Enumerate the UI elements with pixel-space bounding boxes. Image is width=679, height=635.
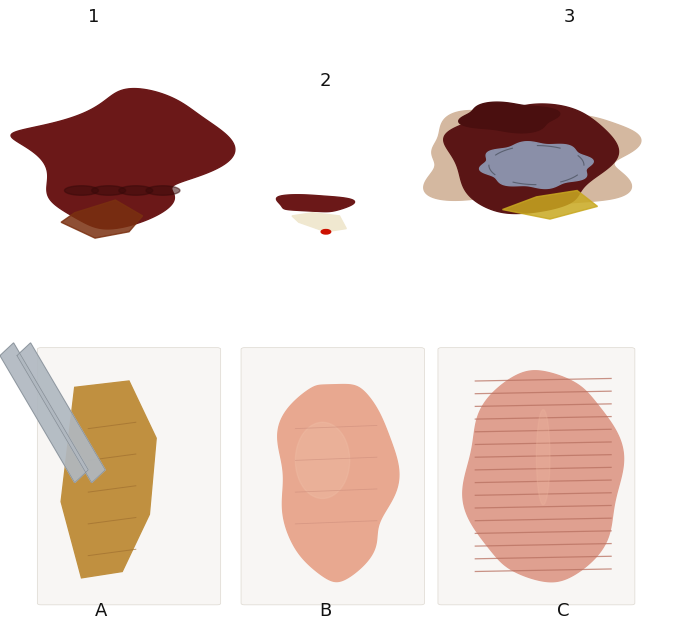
Polygon shape [295,422,350,498]
FancyBboxPatch shape [438,347,635,605]
Polygon shape [459,102,559,133]
Polygon shape [0,343,88,483]
Text: B: B [319,602,331,620]
Text: A: A [95,602,107,620]
Polygon shape [146,186,180,195]
Polygon shape [424,110,641,204]
Polygon shape [292,213,346,232]
Text: 2: 2 [319,72,331,90]
Text: 3: 3 [564,8,575,26]
Polygon shape [463,371,623,582]
Polygon shape [502,190,598,219]
FancyBboxPatch shape [37,347,221,605]
Text: 1: 1 [88,8,100,26]
Polygon shape [11,88,235,229]
Polygon shape [61,200,143,238]
FancyBboxPatch shape [241,347,424,605]
Polygon shape [536,410,550,505]
Circle shape [321,229,331,234]
Polygon shape [276,195,354,211]
Polygon shape [92,186,126,195]
Text: C: C [557,602,569,620]
Polygon shape [65,186,98,195]
Polygon shape [17,343,105,483]
Polygon shape [61,381,156,578]
Polygon shape [119,186,153,195]
Polygon shape [479,142,593,189]
Polygon shape [278,385,399,582]
Polygon shape [443,104,619,213]
